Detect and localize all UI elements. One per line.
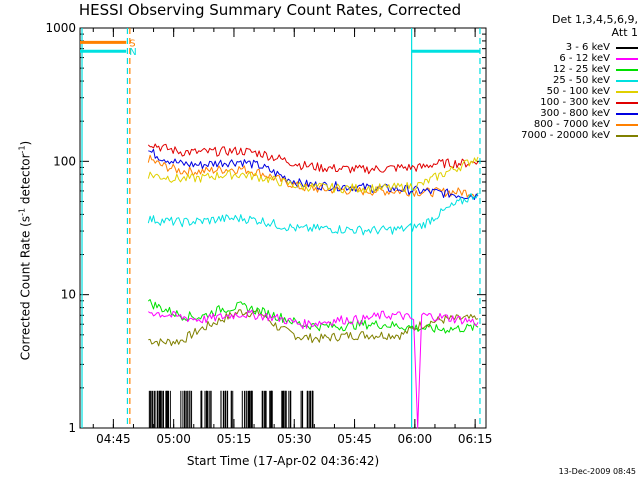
flag-label: N: [129, 47, 136, 58]
x-tick-label: 05:45: [337, 432, 372, 446]
legend-item: 25 - 50 keV: [484, 75, 638, 86]
legend-swatch: [616, 68, 638, 71]
legend-label: 100 - 300 keV: [540, 97, 610, 108]
x-axis-label: Start Time (17-Apr-02 04:36:42): [186, 454, 380, 468]
x-tick-label: 06:00: [398, 432, 433, 446]
y-axis-label-part: detector: [18, 153, 33, 208]
legend-swatch: [616, 112, 638, 115]
legend-header-line-2: Att 1: [611, 26, 638, 39]
legend-swatch: [616, 134, 638, 137]
x-tick-label: 04:45: [96, 432, 131, 446]
x-tick-label: 05:15: [217, 432, 252, 446]
legend-item: 100 - 300 keV: [484, 97, 638, 108]
legend-swatch: [616, 123, 638, 126]
legend-swatch: [616, 79, 638, 82]
legend-item: 12 - 25 keV: [484, 64, 638, 75]
footer-date: 13-Dec-2009 08:45: [558, 467, 636, 476]
series-line-25-50-kev: [147, 192, 479, 236]
legend-label: 12 - 25 keV: [552, 64, 610, 75]
x-tick-label: 05:30: [277, 432, 312, 446]
series-line-50-100-kev: [147, 156, 479, 194]
legend-header-line-1: Det 1,3,4,5,6,9,: [551, 13, 638, 26]
x-tick-label: 05:00: [156, 432, 191, 446]
series-line-7000-20000-kev: [148, 308, 479, 347]
flag-label: S: [129, 38, 135, 49]
series-line-12-25-kev: [147, 299, 479, 334]
legend: 3 - 6 keV 6 - 12 keV 12 - 25 keV 25 - 50 ke…: [484, 42, 638, 141]
y-tick-label: 10: [61, 288, 76, 302]
series-line-6-12-kev: [148, 309, 479, 429]
legend-swatch: [616, 46, 638, 49]
y-axis-label-part: ): [18, 140, 33, 146]
y-tick-label: 1000: [45, 21, 76, 35]
legend-swatch: [616, 101, 638, 104]
legend-swatch: [616, 57, 638, 60]
legend-label: 300 - 800 keV: [540, 108, 610, 119]
y-tick-label: 1: [68, 421, 76, 435]
y-axis-label-superscript: -1: [17, 145, 27, 154]
legend-label: 50 - 100 keV: [546, 86, 610, 97]
legend-item: 6 - 12 keV: [484, 53, 638, 64]
legend-label: 3 - 6 keV: [565, 42, 610, 53]
x-tick-label: 06:15: [458, 432, 493, 446]
series-line-800-7000-kev: [147, 154, 479, 198]
legend-item: 800 - 7000 keV: [484, 119, 638, 130]
legend-item: 3 - 6 keV: [484, 42, 638, 53]
y-axis-label-part: Corrected Count Rate (s: [18, 215, 33, 361]
legend-header: Det 1,3,4,5,6,9, Att 1: [514, 13, 638, 39]
legend-label: 6 - 12 keV: [559, 53, 610, 64]
y-tick-label: 100: [53, 154, 76, 168]
legend-label: 800 - 7000 keV: [533, 119, 610, 130]
legend-item: 7000 - 20000 keV: [484, 130, 638, 141]
series-line-100-300-kev: [147, 143, 479, 175]
legend-item: 50 - 100 keV: [484, 86, 638, 97]
chart-title: HESSI Observing Summary Count Rates, Cor…: [78, 1, 462, 19]
legend-label: 7000 - 20000 keV: [521, 130, 610, 141]
series-line-300-800-kev: [148, 148, 479, 200]
legend-swatch: [616, 90, 638, 93]
legend-item: 300 - 800 keV: [484, 108, 638, 119]
y-axis-label-superscript: -1: [17, 207, 27, 216]
legend-label: 25 - 50 keV: [552, 75, 610, 86]
y-axis-label: Corrected Count Rate (s-1 detector-1): [18, 131, 33, 371]
